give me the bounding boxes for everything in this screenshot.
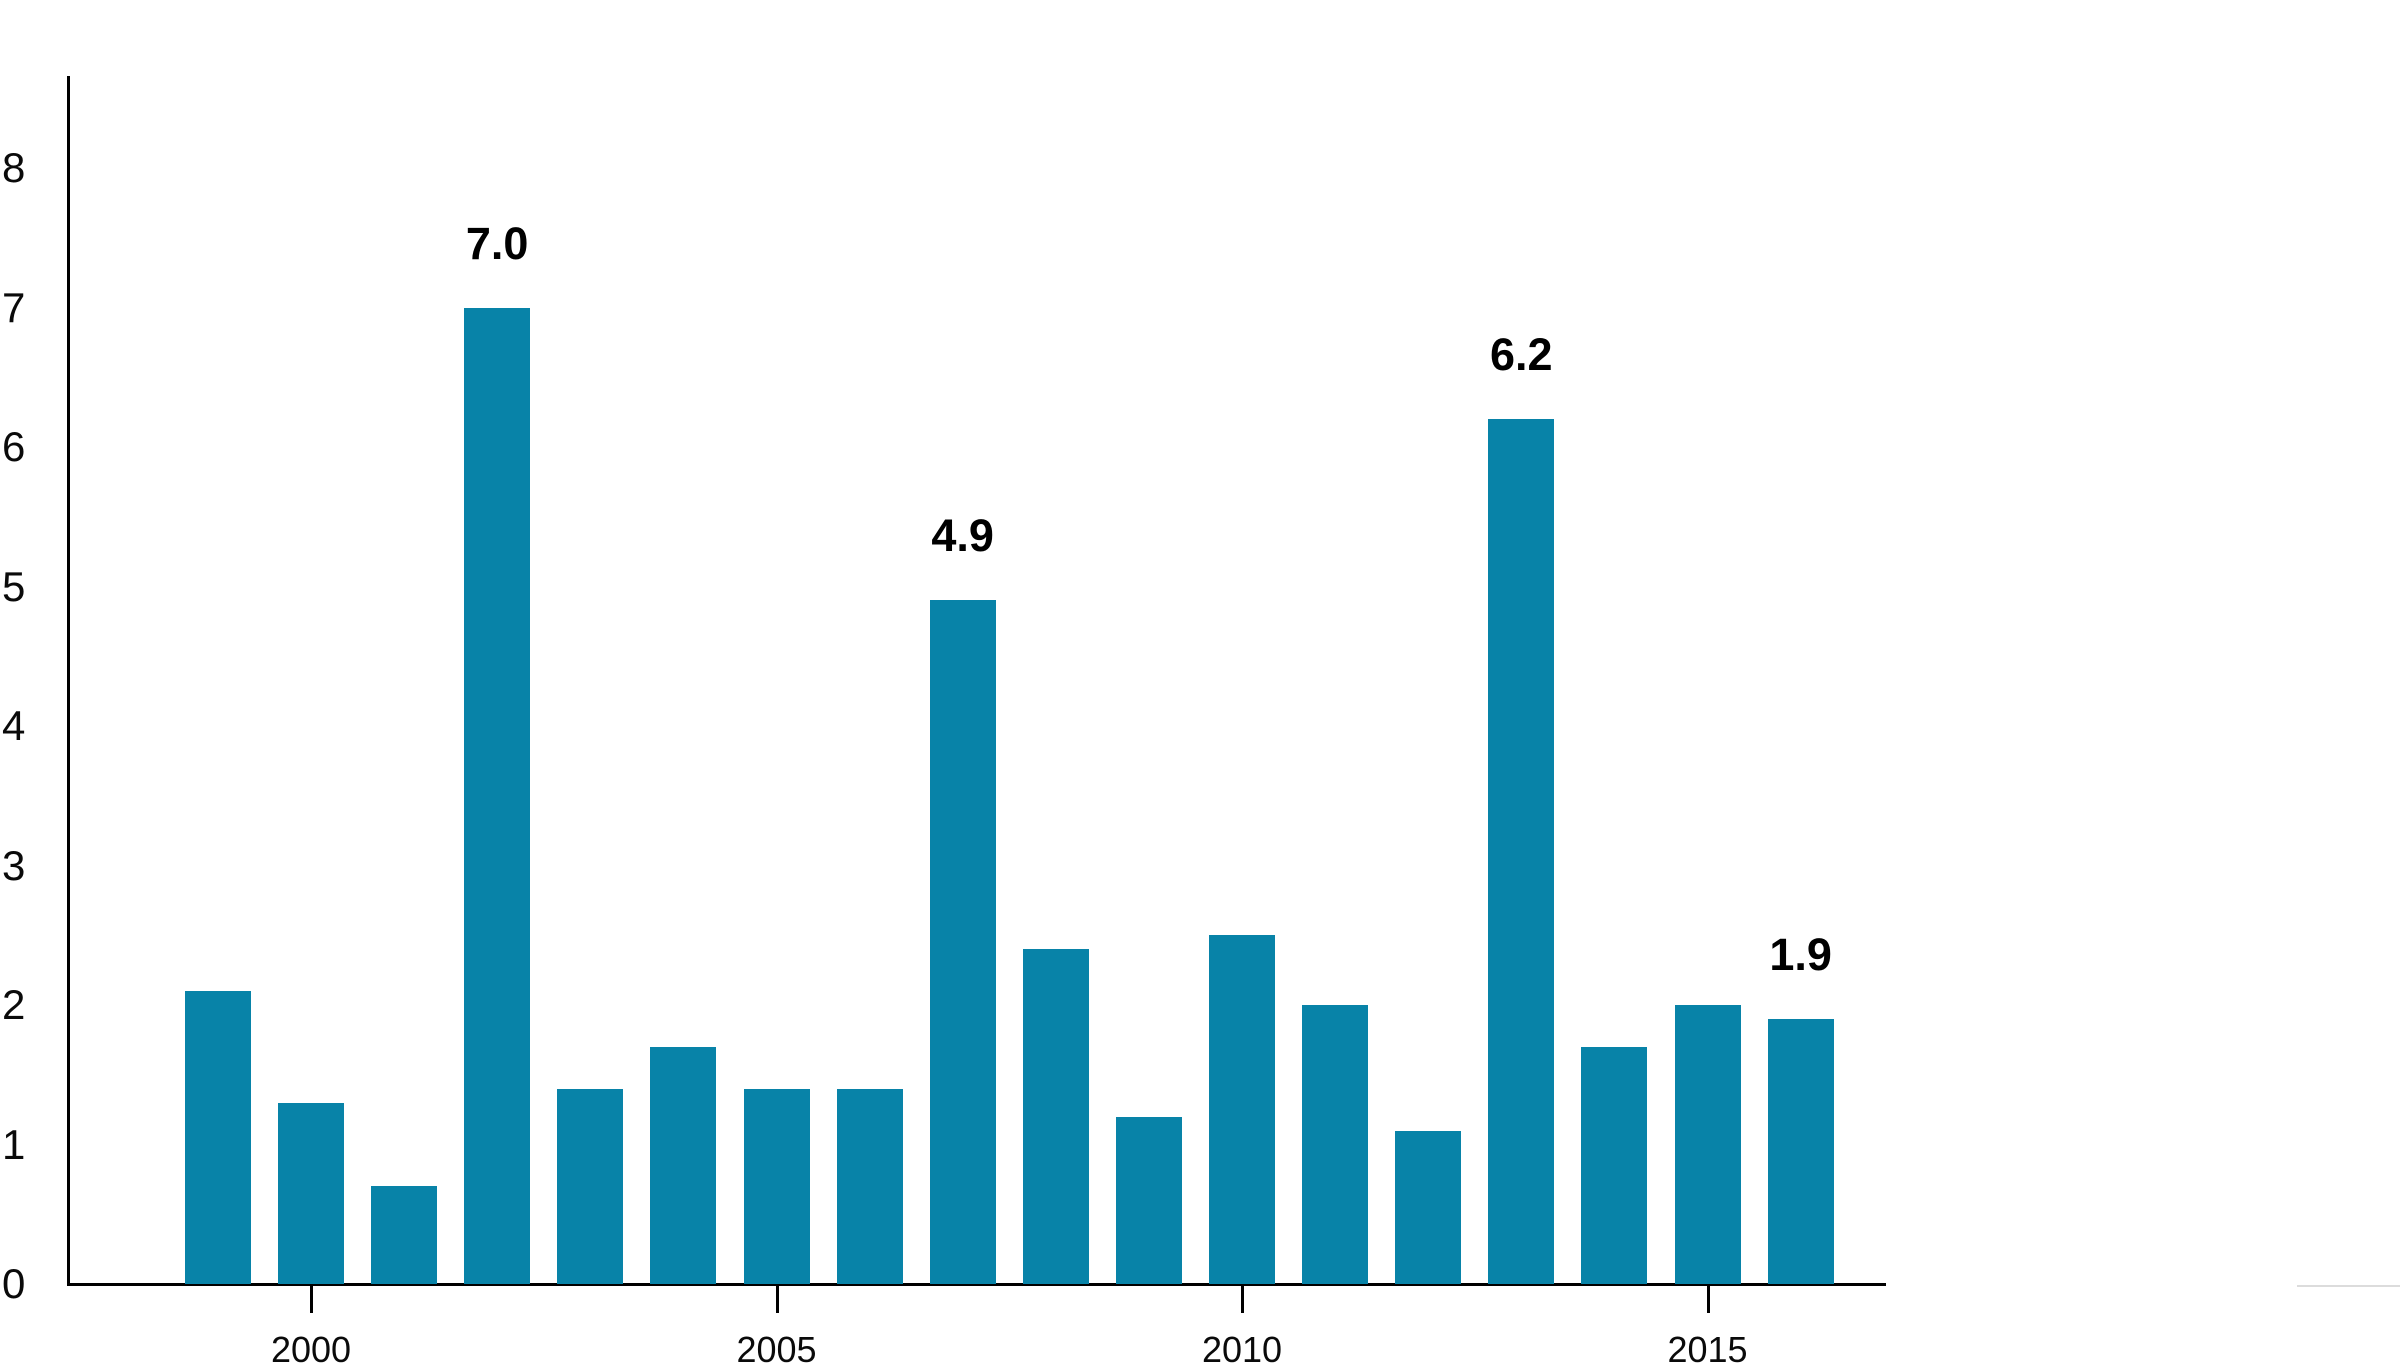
x-axis-line bbox=[67, 1283, 1886, 1286]
bar-2001 bbox=[371, 1186, 438, 1284]
y-axis-tick-label-7: 7 bbox=[2, 283, 26, 331]
y-axis-tick-label-5: 5 bbox=[2, 562, 26, 610]
bar-1999 bbox=[184, 991, 251, 1284]
bar-2005 bbox=[743, 1088, 810, 1284]
bottom-right-edge-line bbox=[2297, 1285, 2400, 1287]
y-axis-tick-label-6: 6 bbox=[2, 423, 26, 470]
bar-2015 bbox=[1674, 1005, 1741, 1284]
x-axis-tick-2015 bbox=[1706, 1284, 1710, 1313]
bar-value-label-2013: 6.2 bbox=[1490, 329, 1553, 381]
bar-2016 bbox=[1767, 1018, 1834, 1284]
x-axis-tick-2005 bbox=[775, 1284, 779, 1313]
y-axis-tick-label-4: 4 bbox=[2, 702, 26, 749]
bar-2007 bbox=[929, 600, 996, 1284]
bar-2002 bbox=[464, 307, 531, 1284]
x-axis-tick-2010 bbox=[1241, 1284, 1244, 1313]
bar-2012 bbox=[1395, 1130, 1462, 1284]
bar-value-label-2002: 7.0 bbox=[465, 217, 529, 269]
bar-value-label-2007: 4.9 bbox=[931, 510, 994, 562]
y-axis-tick-label-0: 0 bbox=[2, 1260, 26, 1307]
x-axis-tick-label-2015: 2015 bbox=[1667, 1329, 1748, 1369]
y-axis-tick-label-1: 1 bbox=[2, 1120, 26, 1168]
bar-2014 bbox=[1581, 1046, 1648, 1284]
x-axis-tick-2000 bbox=[310, 1284, 313, 1313]
bar-2010 bbox=[1209, 935, 1275, 1284]
y-axis-tick-label-8: 8 bbox=[2, 144, 26, 191]
bar-2006 bbox=[836, 1088, 903, 1284]
bar-2004 bbox=[650, 1046, 717, 1284]
bar-2009 bbox=[1115, 1116, 1182, 1284]
bar-2011 bbox=[1302, 1005, 1369, 1284]
y-axis-tick-label-2: 2 bbox=[2, 981, 26, 1028]
bar-value-label-2016: 1.9 bbox=[1769, 928, 1832, 980]
bar-2013 bbox=[1488, 419, 1555, 1284]
bar-2003 bbox=[557, 1088, 624, 1284]
x-axis-tick-label-2010: 2010 bbox=[1201, 1329, 1283, 1369]
x-axis-tick-label-2005: 2005 bbox=[736, 1329, 817, 1369]
y-axis-tick-label-3: 3 bbox=[2, 841, 26, 889]
bar-2000 bbox=[278, 1102, 344, 1284]
bar-2008 bbox=[1022, 949, 1089, 1284]
x-axis-tick-label-2000: 2000 bbox=[270, 1329, 352, 1369]
y-axis-line bbox=[67, 76, 70, 1284]
